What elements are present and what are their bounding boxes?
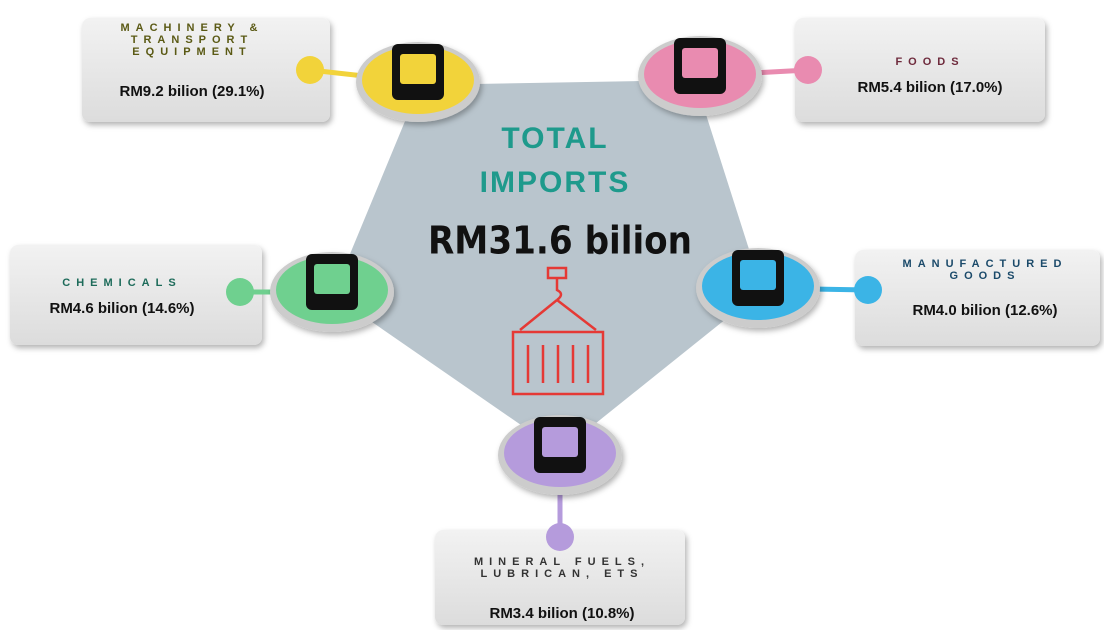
node-label: EQUIPMENT — [132, 46, 251, 58]
node-label: MACHINERY & — [120, 22, 263, 34]
node-value: RM4.6 bilion (14.6%) — [49, 300, 194, 317]
node-value: RM3.4 bilion (10.8%) — [489, 605, 634, 622]
icon — [682, 48, 718, 78]
title: IMPORTS — [480, 166, 631, 199]
title: TOTAL — [501, 122, 608, 155]
total: RM31.6 bilion — [428, 219, 692, 263]
container-icon — [511, 266, 605, 396]
node-label: CHEMICALS — [62, 277, 181, 289]
node-value: RM9.2 bilion (29.1%) — [119, 83, 264, 100]
node-box — [855, 250, 1100, 346]
connector-dot — [794, 56, 822, 84]
node-label: FOODS — [895, 56, 964, 68]
node-label: LUBRICAN, ETS — [481, 568, 644, 580]
pentagon — [333, 80, 762, 452]
node-box — [795, 18, 1045, 122]
connector-dot — [546, 523, 574, 551]
node-box — [10, 245, 262, 345]
node-label: TRANSPORT — [131, 34, 253, 46]
icon — [542, 427, 578, 457]
icon — [400, 54, 436, 84]
node-box — [435, 530, 685, 625]
connector-dot — [226, 278, 254, 306]
node-label: MINERAL FUELS, — [474, 556, 650, 568]
node-box — [82, 18, 330, 122]
icon — [314, 264, 350, 294]
node-label: GOODS — [950, 270, 1021, 282]
connector-dot — [296, 56, 324, 84]
node-value: RM4.0 bilion (12.6%) — [912, 302, 1057, 319]
connector-dot — [854, 276, 882, 304]
icon — [740, 260, 776, 290]
node-label: MANUFACTURED — [903, 258, 1068, 270]
node-value: RM5.4 bilion (17.0%) — [857, 79, 1002, 96]
